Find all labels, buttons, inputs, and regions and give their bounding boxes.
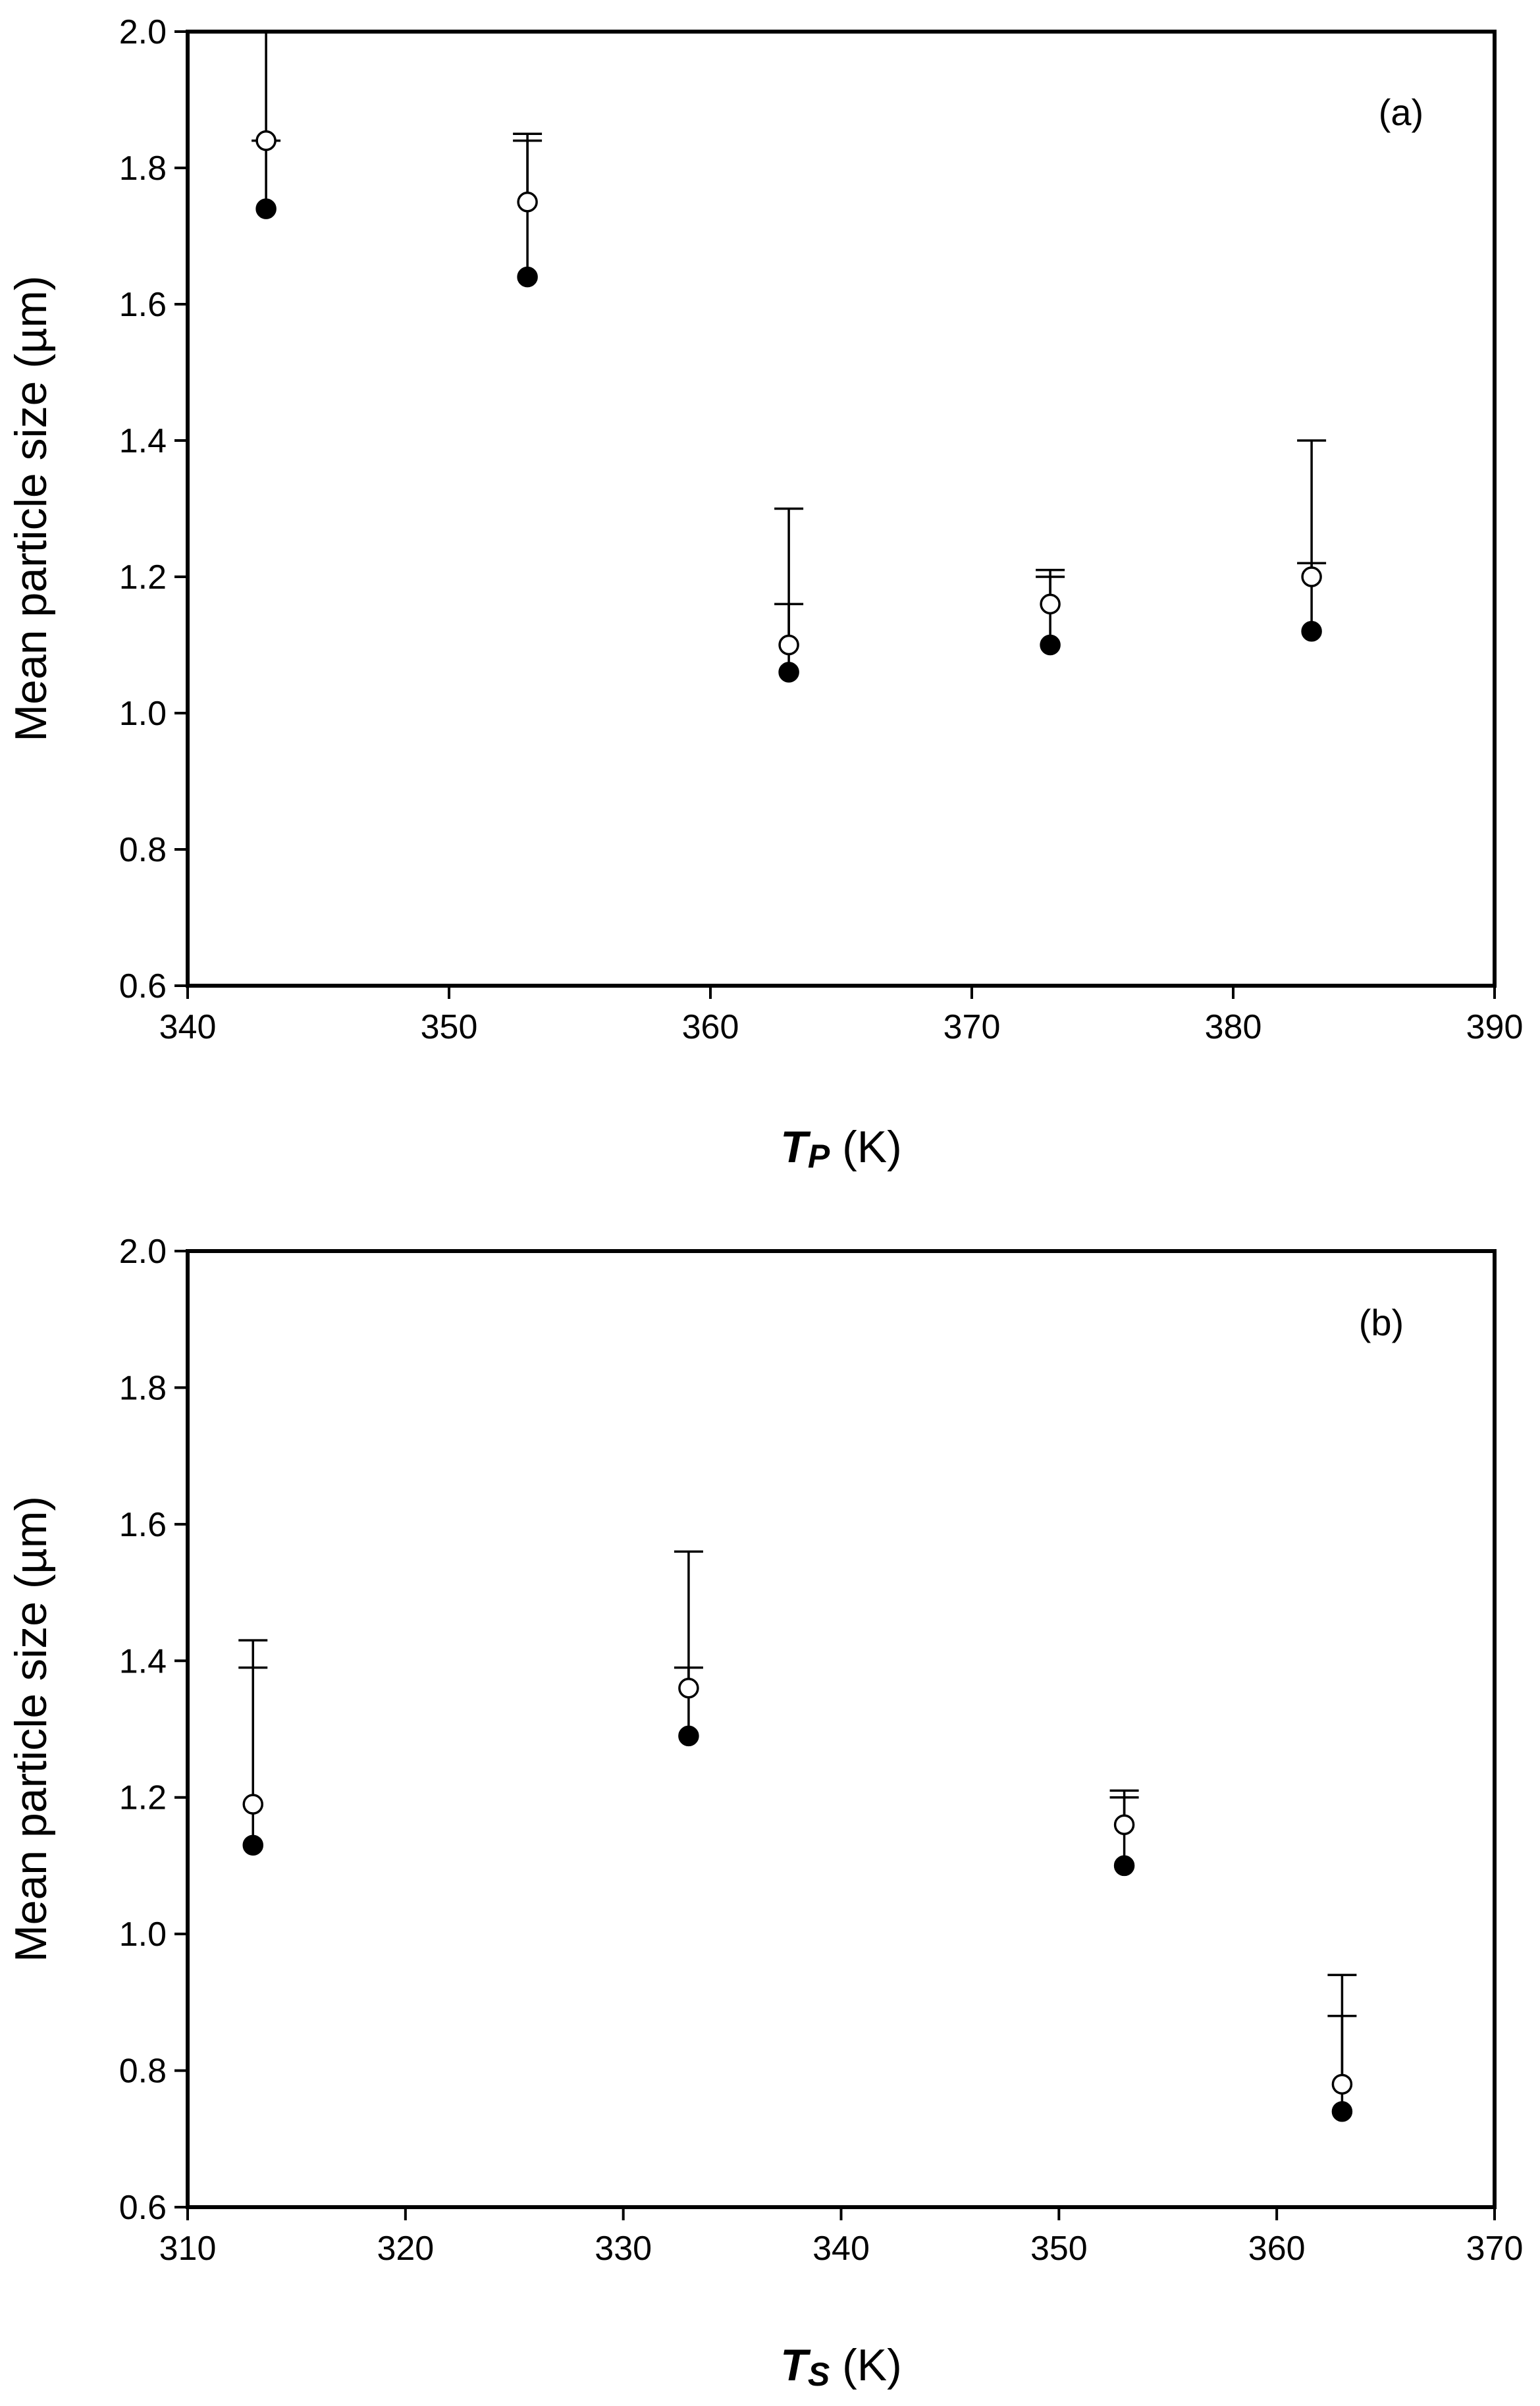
panel-a: 340 350 360 370 380 390 0.6 0.8 1.0 1.2 1.4 1.6 1.8 2… [6,13,1523,1175]
y-tick-label: 1.0 [119,1915,167,1954]
x-tick-label: 310 [159,2230,217,2268]
y-tick-label: 1.6 [119,1506,167,1544]
y-tick-label: 0.8 [119,2052,167,2091]
y-tick-label: 1.4 [119,1642,167,1680]
x-tick-label: 390 [1466,1008,1524,1046]
y-tick-label: 1.8 [119,149,167,188]
y-tick-label: 1.4 [119,422,167,460]
y-tick-label: 0.8 [119,831,167,869]
data-point-open [678,1678,699,1699]
x-tick-label: 350 [1030,2230,1088,2268]
data-point-open [1040,593,1061,615]
y-tick-label: 1.0 [119,695,167,733]
y-tick-label: 1.2 [119,558,167,597]
plot-frame [186,1249,1497,2209]
x-tick-label: 350 [421,1008,478,1046]
data-point-filled [517,266,538,288]
data-point-open [1331,2073,1353,2095]
data-point-open [517,192,538,213]
y-axis-label: Mean particle size (µm) [6,275,56,741]
x-tick-label: 320 [377,2230,434,2268]
data-point-open [778,634,799,656]
y-tick-label: 2.0 [119,1233,167,1271]
panel-b: 310 320 330 340 350 360 370 0.6 0.8 1.0 1.2 1.4 1.6 1… [6,1233,1523,2393]
x-axis-label: TP (K) [780,1122,901,1175]
panel-label: (b) [1359,1302,1404,1343]
plot-frame [186,30,1497,988]
data-point-filled [778,662,799,683]
panel-label: (a) [1379,92,1423,133]
x-tick-label: 340 [159,1008,217,1046]
x-tick-label: 370 [1466,2230,1524,2268]
y-tick-label: 1.8 [119,1369,167,1407]
y-tick-label: 1.2 [119,1779,167,1817]
x-tick-label: 330 [595,2230,652,2268]
data-point-filled [255,198,277,219]
y-axis-label: Mean particle size (µm) [6,1496,56,1962]
data-point-open [242,1794,263,1815]
x-tick-label: 380 [1205,1008,1262,1046]
y-tick-label: 2.0 [119,13,167,51]
x-tick-label: 370 [943,1008,1001,1046]
data-point-filled [1113,1855,1135,1877]
data-point-filled [1040,634,1061,656]
data-point-filled [678,1725,699,1747]
x-tick-label: 360 [682,1008,739,1046]
data-point-open [1301,566,1322,587]
data-point-filled [1331,2101,1353,2122]
data-point-filled [1301,621,1322,642]
data-point-open [255,130,277,151]
x-tick-label: 360 [1248,2230,1306,2268]
y-tick-label: 0.6 [119,967,167,1005]
data-point-open [1113,1814,1135,1835]
x-axis-label: TS (K) [780,2340,901,2393]
y-tick-label: 1.6 [119,286,167,324]
y-tick-label: 0.6 [119,2189,167,2227]
x-tick-label: 340 [812,2230,870,2268]
data-point-filled [242,1834,263,1856]
